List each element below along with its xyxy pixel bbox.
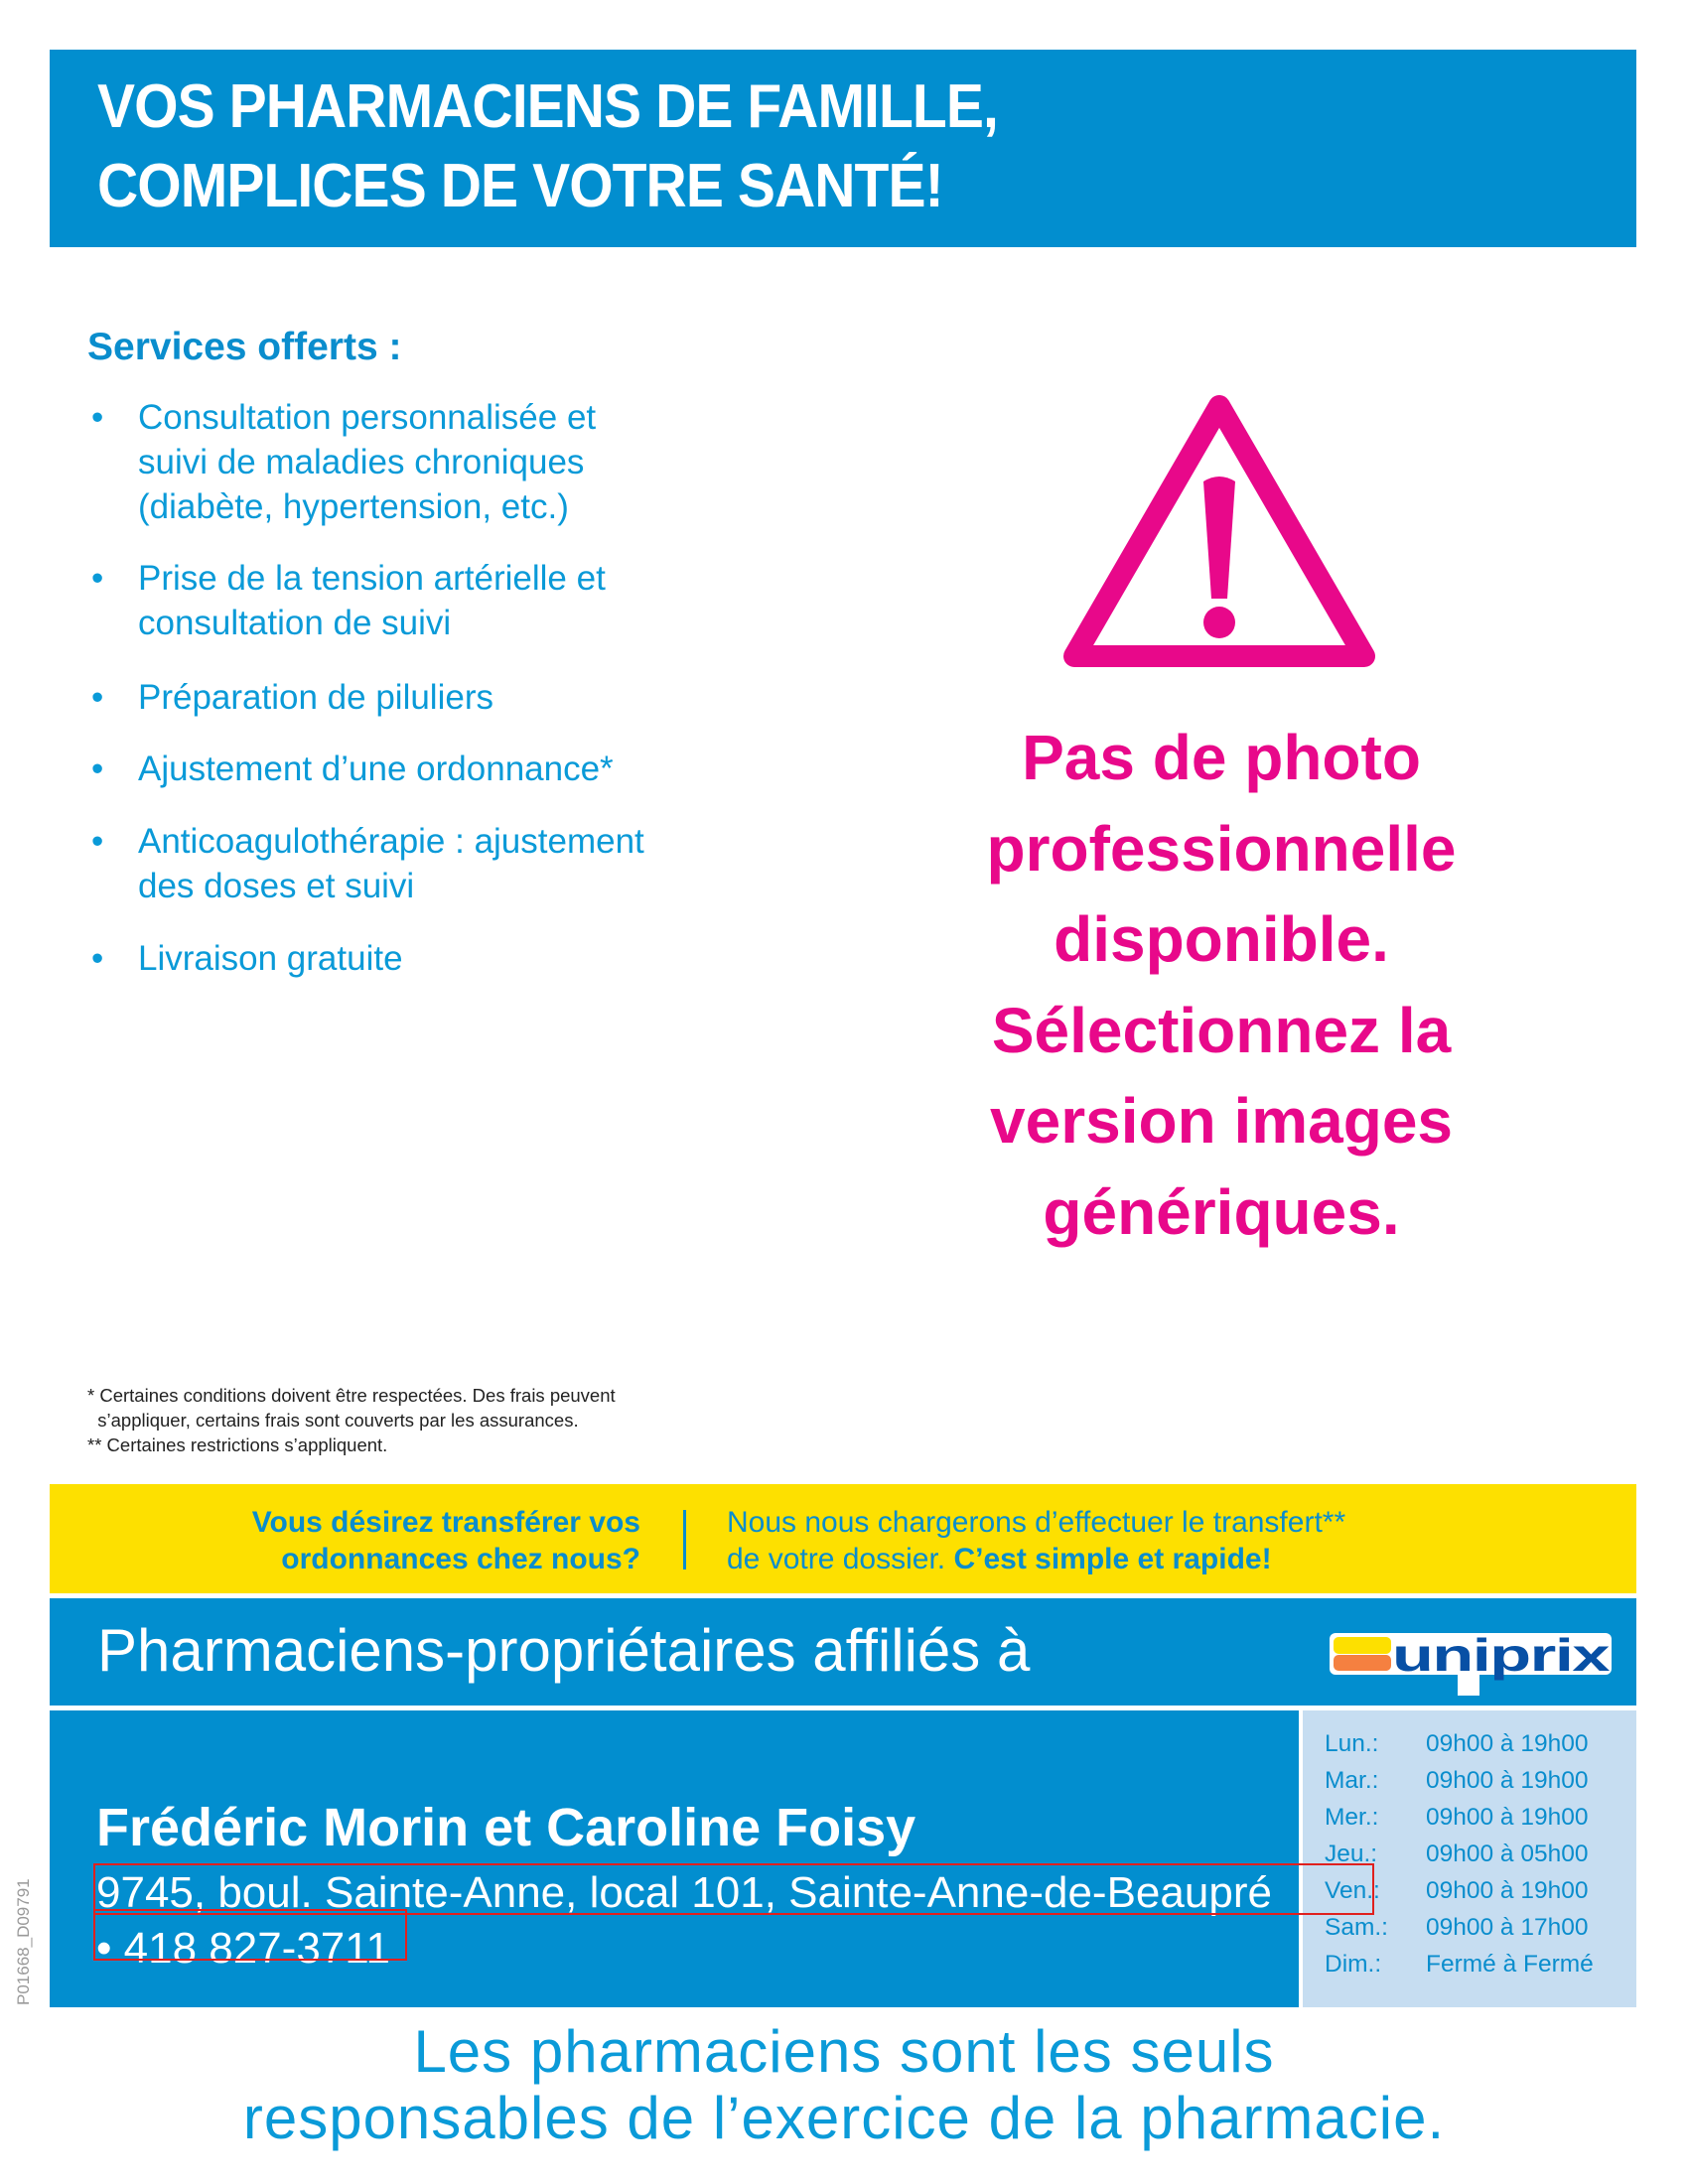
service-line: Livraison gratuite [138,939,403,978]
footer-line-1: Les pharmaciens sont les seuls [413,2018,1275,2085]
services-title: Services offerts : [87,326,402,368]
affiliation-text: Pharmaciens-propriétaires affiliés à [97,1617,1031,1684]
service-text: Consultation personnalisée et suivi de ma… [138,395,596,529]
highlight-box-phone [93,1909,407,1961]
transfer-answer-line-1: Nous nous chargerons d’effectuer le tran… [727,1506,1346,1539]
pharmacy-address: 9745, boul. Sainte-Anne, local 101, Sain… [96,1868,1272,1917]
hours-day: Lun.: [1325,1730,1379,1757]
service-line: consultation de suivi [138,604,452,642]
highlight-box-address [93,1863,1374,1915]
service-line: Préparation de piluliers [138,678,493,717]
service-line: des doses et suivi [138,867,415,905]
footer-disclaimer: Les pharmaciens sont les seuls responsab… [0,2018,1688,2151]
no-photo-line: disponible. [1054,903,1389,975]
hours-day: Sam.: [1325,1914,1388,1941]
opening-hours: Lun.: 09h00 à 19h00 Mar.: 09h00 à 19h00 Mer.… [1303,1710,1636,2007]
bullet-icon: • [91,398,104,437]
affiliation-band: Pharmaciens-propriétaires affiliés à uni… [50,1598,1636,1706]
hours-time: 09h00 à 19h00 [1426,1804,1589,1831]
bullet-icon: • [91,750,104,788]
transfer-answer-emphasis: C’est simple et rapide! [953,1543,1272,1575]
hours-time: 09h00 à 19h00 [1426,1877,1589,1904]
no-photo-message: Pas de photo professionnelle disponible. Sé… [894,713,1549,1258]
transfer-answer-line-2: de votre dossier. [727,1543,954,1575]
bullet-icon: • [91,939,104,978]
hours-day: Jeu.: [1325,1841,1378,1867]
bullet-icon: • [91,559,104,598]
footnote-2: ** Certaines restrictions s’appliquent. [87,1434,388,1455]
footnote-1-cont: s’appliquer, certains frais sont couvert… [87,1410,579,1431]
service-line: Ajustement d’une ordonnance* [138,750,614,788]
hours-day: Mer.: [1325,1804,1379,1831]
hours-time: 09h00 à 19h00 [1426,1767,1589,1794]
hours-time: 09h00 à 17h00 [1426,1914,1589,1941]
warning-triangle-icon [1063,395,1375,667]
no-photo-line: Sélectionnez la [991,994,1452,1066]
hours-time: 09h00 à 05h00 [1426,1841,1589,1867]
headline-line-1: VOS PHARMACIENS DE FAMILLE, [97,72,999,141]
pharmacist-names: Frédéric Morin et Caroline Foisy [96,1798,916,1857]
service-line: (diabète, hypertension, etc.) [138,487,569,526]
transfer-question-line-2: ordonnances chez nous? [281,1543,640,1575]
transfer-question-line-1: Vous désirez transférer vos [251,1506,640,1539]
hours-day: Mar.: [1325,1767,1379,1794]
service-line: suivi de maladies chroniques [138,443,585,481]
service-text: Anticoagulothérapie : ajustement des dose… [138,819,644,908]
footer-line-2: responsables de l’exercice de la pharmac… [242,2085,1446,2151]
no-photo-line: génériques. [1043,1175,1400,1248]
service-text: Préparation de piluliers [138,675,493,720]
no-photo-line: version images [990,1085,1453,1157]
service-line: Prise de la tension artérielle et [138,559,606,598]
transfer-question: Vous désirez transférer vos ordonnances … [252,1504,640,1577]
service-text: Ajustement d’une ordonnance* [138,747,614,791]
bullet-icon: • [91,678,104,717]
service-line: Anticoagulothérapie : ajustement [138,822,644,861]
service-line: Consultation personnalisée et [138,398,597,437]
service-text: Prise de la tension artérielle et consult… [138,556,606,645]
bullet-icon: • [91,822,104,861]
hours-time: Fermé à Fermé [1426,1951,1594,1978]
transfer-banner: Vous désirez transférer vos ordonnances … [50,1484,1636,1593]
svg-text:uniprix: uniprix [1392,1629,1611,1681]
footnotes: * Certaines conditions doivent être resp… [87,1383,616,1457]
pharmacy-phone: • 418 827-3711 [96,1924,390,1973]
pharmacy-info-panel [50,1710,1299,2007]
header-banner: VOS PHARMACIENS DE FAMILLE, COMPLICES DE… [50,50,1636,247]
hours-time: 09h00 à 19h00 [1426,1730,1589,1757]
transfer-answer: Nous nous chargerons d’effectuer le tran… [727,1504,1345,1577]
hours-day: Ven.: [1325,1877,1380,1904]
no-photo-line: Pas de photo [1022,722,1421,793]
footnote-1: * Certaines conditions doivent être resp… [87,1385,616,1406]
hours-day: Dim.: [1325,1951,1382,1978]
divider [683,1510,686,1570]
document-code: P01668_D09791 [14,1878,33,2005]
headline-line-2: COMPLICES DE VOTRE SANTÉ! [97,152,944,220]
uniprix-logo: uniprix [1330,1629,1612,1696]
no-photo-line: professionnelle [986,812,1457,885]
service-text: Livraison gratuite [138,936,403,981]
